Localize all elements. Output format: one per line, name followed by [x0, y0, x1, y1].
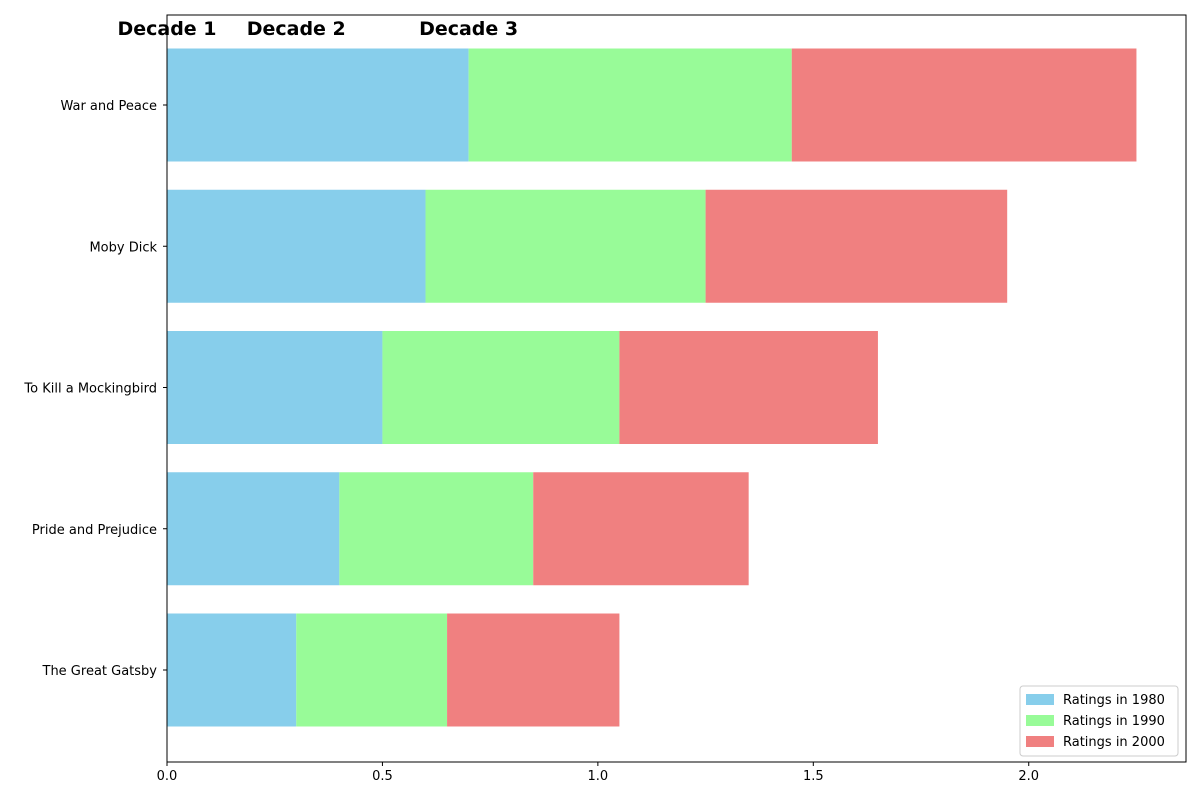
bars-group — [167, 48, 1137, 727]
bar-pride-and-prejudice-series-1 — [167, 472, 340, 586]
annotations-group: Decade 1 Decade 2 Decade 3 — [117, 18, 518, 40]
x-tick-label: 1.5 — [803, 769, 824, 784]
bar-to-kill-a-mockingbird-series-2 — [382, 331, 620, 444]
y-tick-label: The Great Gatsby — [42, 664, 158, 679]
bar-moby-dick-series-1 — [167, 189, 426, 303]
legend-swatch — [1026, 694, 1054, 705]
legend-label: Ratings in 1980 — [1063, 693, 1165, 708]
x-tick-label: 1.0 — [588, 769, 609, 784]
bar-the-great-gatsby-series-3 — [447, 613, 620, 727]
bar-pride-and-prejudice-series-2 — [339, 472, 534, 586]
decade-annotation: Decade 1 — [117, 18, 216, 40]
x-tick-label: 0.5 — [372, 769, 393, 784]
plot-frame — [166, 14, 1187, 763]
legend-label: Ratings in 2000 — [1063, 735, 1165, 750]
bar-war-and-peace-series-3 — [791, 48, 1137, 162]
decade-annotation: Decade 3 — [419, 18, 518, 40]
bar-the-great-gatsby-series-1 — [167, 613, 297, 727]
y-tick-label: Pride and Prejudice — [32, 523, 157, 538]
axes-group: 0.0 0.5 1.0 1.5 2.0 The Great Gatsby Pride and… — [23, 14, 1187, 784]
x-tick-label: 2.0 — [1018, 769, 1039, 784]
bar-to-kill-a-mockingbird-series-3 — [619, 331, 878, 444]
bar-war-and-peace-series-1 — [167, 48, 469, 162]
legend-swatch — [1026, 736, 1054, 747]
y-tick-label: Moby Dick — [89, 240, 157, 255]
bar-moby-dick-series-3 — [705, 189, 1008, 303]
legend-label: Ratings in 1990 — [1063, 714, 1165, 729]
bar-pride-and-prejudice-series-3 — [533, 472, 749, 586]
legend-swatch — [1026, 715, 1054, 726]
legend: Ratings in 1980 Ratings in 1990 Ratings in… — [1019, 685, 1179, 757]
bar-to-kill-a-mockingbird-series-1 — [167, 331, 383, 444]
decade-annotation: Decade 2 — [247, 18, 346, 40]
legend-box — [1019, 685, 1179, 757]
x-tick-label: 0.0 — [157, 769, 178, 784]
y-tick-label: War and Peace — [60, 99, 157, 114]
bar-moby-dick-series-2 — [425, 189, 706, 303]
bar-the-great-gatsby-series-2 — [296, 613, 448, 727]
y-tick-label: To Kill a Mockingbird — [23, 382, 157, 397]
bar-war-and-peace-series-2 — [468, 48, 792, 162]
